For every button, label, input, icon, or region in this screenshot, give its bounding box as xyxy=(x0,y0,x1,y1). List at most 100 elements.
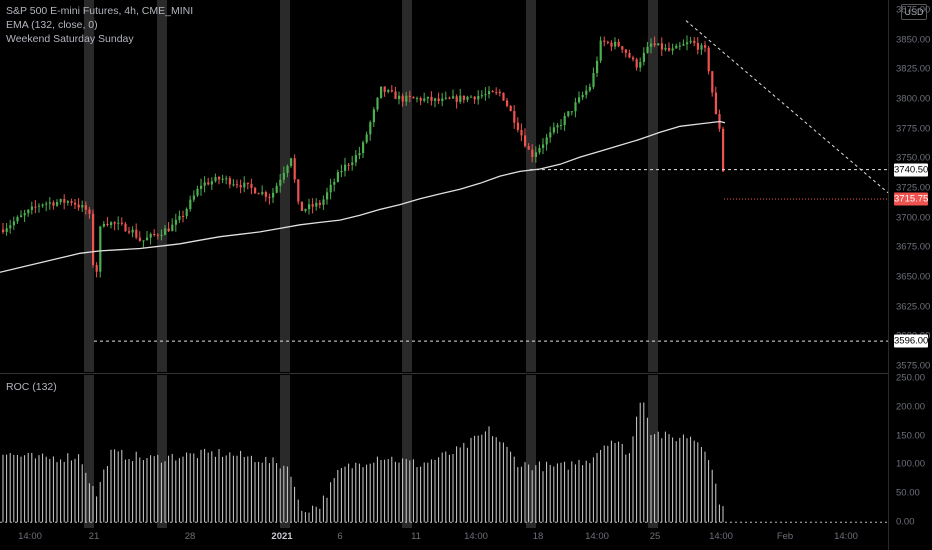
weekend-band-roc xyxy=(402,375,412,528)
candle-body-up xyxy=(556,125,559,128)
candle-body-up xyxy=(466,96,469,100)
candle-body-up xyxy=(196,188,199,196)
candle-body-up xyxy=(534,152,537,157)
candle-body-up xyxy=(308,204,311,210)
time-tick-label: Feb xyxy=(776,531,794,542)
symbol-title[interactable]: S&P 500 E-mini Futures, 4h, CME_MINI xyxy=(6,5,194,17)
roc-tick-label: 150.00 xyxy=(896,430,926,442)
time-tick-label: 6 xyxy=(337,531,343,542)
candle-body-down xyxy=(491,91,494,93)
candle-body-up xyxy=(588,87,591,91)
candle-body-up xyxy=(369,122,372,135)
candle-body-up xyxy=(171,224,174,232)
candle-body-up xyxy=(225,178,228,180)
candle-body-up xyxy=(646,46,649,53)
roc-indicator-label[interactable]: ROC (132) xyxy=(6,381,57,393)
candle-body-up xyxy=(592,73,595,88)
candle-body-up xyxy=(178,215,181,220)
candle-body-down xyxy=(113,222,116,224)
candle-body-down xyxy=(502,92,505,101)
candle-body-up xyxy=(329,184,332,193)
candle-body-down xyxy=(520,129,523,136)
candle-body-down xyxy=(250,183,253,188)
candle-body-down xyxy=(92,213,95,265)
candle-body-down xyxy=(693,40,696,44)
candle-body-up xyxy=(358,153,361,156)
time-tick-label: 11 xyxy=(411,531,421,542)
weekend-band xyxy=(84,0,94,372)
candle-body-up xyxy=(477,95,480,100)
candle-body-down xyxy=(610,42,613,47)
candle-body-down xyxy=(138,237,141,241)
roc-tick-label: 50.00 xyxy=(896,487,920,499)
candle-body-down xyxy=(318,202,321,205)
candle-body-up xyxy=(642,52,645,62)
candle-body-up xyxy=(192,195,195,200)
time-tick-label: 14:00 xyxy=(18,531,42,542)
price-tick-label: 3625.00 xyxy=(896,301,931,313)
session-indicator-label[interactable]: Weekend Saturday Sunday xyxy=(6,33,134,45)
candle-body-up xyxy=(459,95,462,102)
candle-body-up xyxy=(614,41,617,47)
candle-body-up xyxy=(189,199,192,210)
candle-body-up xyxy=(333,181,336,185)
last-price-badge: 3715.75 xyxy=(894,192,929,206)
candle-body-up xyxy=(682,44,685,46)
candle-body-up xyxy=(405,95,408,102)
weekend-band xyxy=(280,0,290,372)
candle-body-up xyxy=(581,94,584,98)
candle-body-down xyxy=(246,182,249,184)
candle-body-down xyxy=(462,95,465,100)
price-tick-label: 3725.00 xyxy=(896,182,931,194)
candle-body-up xyxy=(279,179,282,186)
candle-body-up xyxy=(441,98,444,102)
candle-body-up xyxy=(146,237,149,241)
price-tick-label: 3650.00 xyxy=(896,271,931,283)
candle-body-down xyxy=(293,158,296,180)
candle-body-down xyxy=(34,206,37,208)
candle-body-up xyxy=(538,147,541,153)
time-tick-label: 14:00 xyxy=(834,531,858,542)
candle-body-up xyxy=(675,45,678,49)
candle-body-up xyxy=(164,228,167,235)
candle-body-up xyxy=(560,125,563,127)
candle-body-down xyxy=(254,187,257,194)
candle-body-up xyxy=(689,40,692,43)
candle-body-up xyxy=(275,185,278,193)
price-tick-label: 3800.00 xyxy=(896,93,931,105)
time-tick-label: 14:00 xyxy=(464,531,488,542)
time-tick-label: 2021 xyxy=(271,531,293,542)
time-tick-label: 14:00 xyxy=(585,531,609,542)
candle-body-down xyxy=(704,45,707,48)
candle-body-down xyxy=(120,222,123,224)
candle-body-down xyxy=(635,59,638,68)
price-tick-label: 3875.00 xyxy=(896,4,931,16)
currency-button[interactable]: USD xyxy=(901,4,927,20)
weekend-band xyxy=(526,0,536,372)
candle-body-down xyxy=(347,164,350,166)
candle-body-down xyxy=(516,122,519,130)
candle-body-up xyxy=(567,111,570,116)
candle-body-up xyxy=(484,94,487,96)
candle-body-up xyxy=(304,209,307,211)
candle-body-up xyxy=(16,217,19,222)
time-tick-label: 21 xyxy=(88,531,100,542)
candle-body-down xyxy=(63,198,66,203)
candle-body-up xyxy=(174,219,177,225)
candle-body-up xyxy=(23,213,26,216)
candle-body-up xyxy=(102,223,105,227)
candle-body-up xyxy=(480,95,483,97)
candle-body-down xyxy=(606,41,609,43)
weekend-band xyxy=(157,0,167,372)
candle-body-up xyxy=(574,102,577,112)
candle-body-up xyxy=(434,98,437,101)
candle-body-down xyxy=(268,196,271,198)
candle-body-down xyxy=(394,91,397,100)
candle-body-up xyxy=(664,47,667,50)
weekend-band-roc xyxy=(280,375,290,528)
candle-body-up xyxy=(376,97,379,110)
time-tick-label: 25 xyxy=(649,531,661,542)
ema-line xyxy=(0,120,726,273)
ema-indicator-label[interactable]: EMA (132, close, 0) xyxy=(6,19,98,31)
